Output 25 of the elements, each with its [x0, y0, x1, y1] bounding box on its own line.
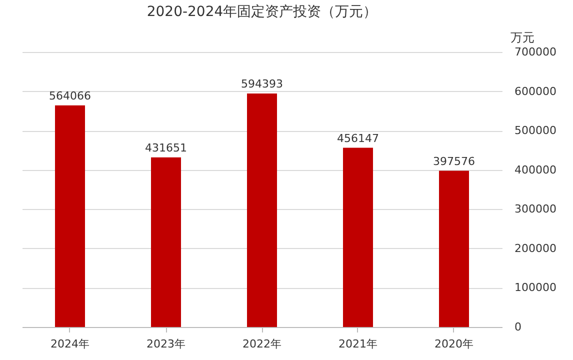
bar	[151, 157, 181, 327]
data-label: 564066	[49, 89, 91, 102]
data-label: 456147	[337, 132, 379, 145]
y-tick-label: 400000	[514, 163, 556, 176]
y-tick-label: 200000	[514, 242, 556, 255]
data-label: 594393	[241, 77, 283, 90]
y-tick-label: 700000	[514, 46, 556, 58]
x-tick-label: 2021年	[338, 338, 378, 350]
y-tick-label: 300000	[514, 202, 556, 216]
x-tick-label: 2024年	[50, 338, 90, 350]
x-tick-label: 2020年	[434, 338, 474, 350]
y-tick-label: 600000	[514, 84, 556, 98]
bar	[247, 93, 277, 327]
data-label: 397576	[433, 154, 475, 168]
y-tick-label: 100000	[514, 281, 556, 294]
bar	[343, 148, 373, 327]
y-tick-label: 0	[514, 320, 522, 334]
bar	[439, 170, 469, 327]
chart-title: 2020-2024年固定资产投资（万元）	[146, 4, 378, 20]
data-label: 431651	[145, 141, 187, 154]
y-tick-label: 500000	[514, 124, 556, 138]
x-tick-label: 2023年	[146, 338, 186, 350]
bar	[55, 105, 85, 327]
y-axis-title: 万元	[510, 30, 534, 44]
x-tick-label: 2022年	[242, 338, 282, 350]
